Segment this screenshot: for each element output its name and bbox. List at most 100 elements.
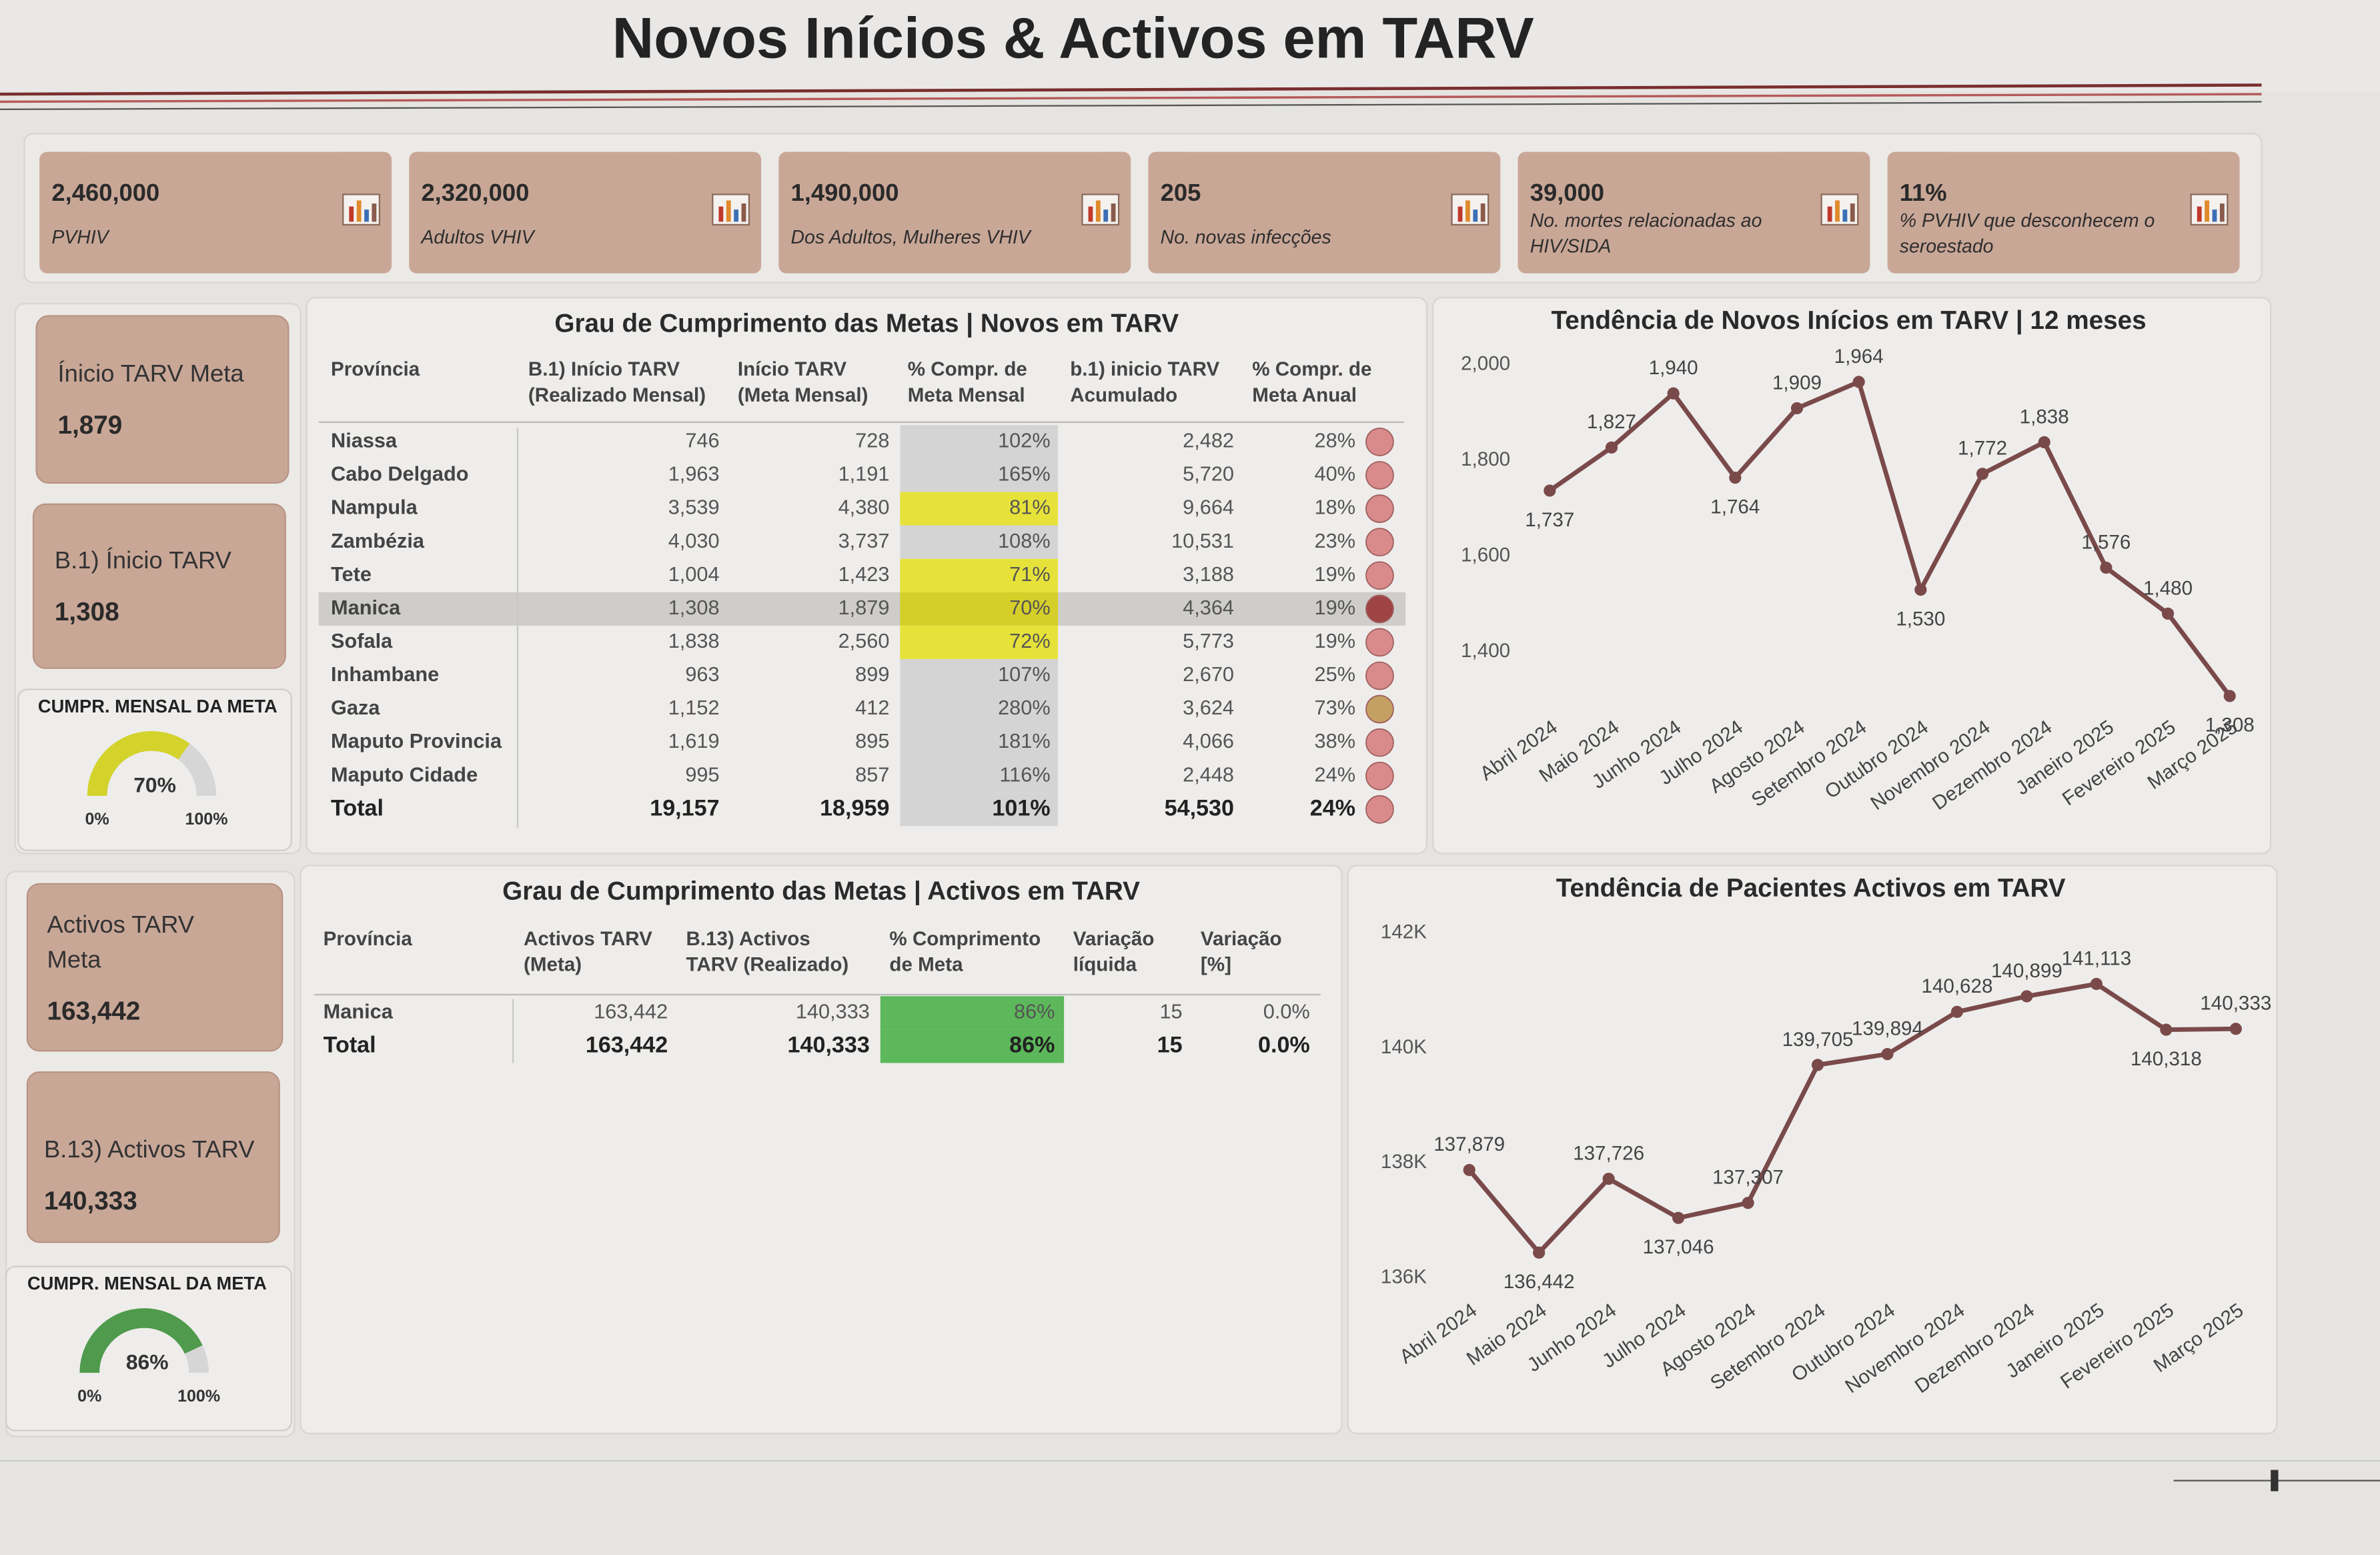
column-header: (Realizado Mensal) — [528, 384, 706, 406]
cell: 3,624 — [1183, 696, 1234, 719]
metric-card — [32, 503, 286, 669]
chart-icon-bar — [1850, 203, 1855, 222]
cell: 24% — [1315, 762, 1355, 786]
data-label: 139,894 — [1852, 1017, 1923, 1039]
cell: 165% — [998, 462, 1051, 486]
column-header: % Comprimento — [889, 928, 1041, 950]
chart-icon-bar — [1103, 209, 1109, 222]
page-title: Novos Inícios & Activos em TARV — [612, 7, 1534, 71]
chart-icon-bar — [734, 209, 739, 222]
chart-icon-bar — [1827, 206, 1832, 222]
cell: 2,670 — [1183, 662, 1234, 686]
cell: 108% — [998, 529, 1051, 552]
cell: 54,530 — [1165, 795, 1234, 821]
slider-handle[interactable] — [2271, 1470, 2279, 1492]
data-point — [1729, 471, 1742, 484]
data-label: 1,737 — [1525, 509, 1574, 531]
cell: 40% — [1315, 462, 1355, 486]
cell: 280% — [998, 696, 1051, 719]
cell: 19,157 — [650, 795, 719, 821]
column-header: de Meta — [889, 954, 963, 976]
data-label: 1,909 — [1772, 372, 1822, 394]
cell: 3,737 — [838, 529, 890, 552]
cell: 1,879 — [838, 596, 890, 619]
cell: 1,963 — [668, 462, 720, 486]
row-label: Manica — [331, 596, 401, 619]
y-tick-label: 142K — [1381, 921, 1427, 943]
cell: 1,004 — [668, 562, 720, 586]
data-point — [1790, 402, 1804, 415]
highlight-cell — [880, 996, 1065, 1030]
cell: 995 — [685, 762, 719, 786]
data-point — [1811, 1059, 1824, 1071]
data-label: 140,899 — [1991, 960, 2062, 982]
column-header: (Meta) — [524, 954, 582, 976]
gauge-value — [87, 731, 190, 797]
cell: 102% — [998, 429, 1051, 452]
highlight-cell — [900, 458, 1059, 492]
metric-card — [35, 315, 289, 484]
highlight-cell — [900, 592, 1059, 626]
cell: 1,308 — [668, 596, 720, 619]
row-label: Tete — [331, 562, 372, 586]
cell: 1,152 — [668, 696, 720, 719]
data-label: 137,879 — [1433, 1133, 1505, 1155]
data-label: 1,764 — [1710, 496, 1760, 518]
chart-panel — [1347, 865, 2278, 1435]
cell: 19% — [1315, 596, 1355, 619]
data-point — [1533, 1246, 1546, 1259]
title-rule — [0, 101, 2262, 111]
card-value: 1,308 — [55, 598, 119, 626]
kpi-label: HIV/SIDA — [1530, 236, 1612, 257]
kpi-card — [1887, 151, 2240, 274]
status-dot — [1365, 728, 1394, 757]
cell: 746 — [685, 429, 719, 452]
cell: 3,539 — [668, 496, 720, 519]
kpi-card — [1148, 151, 1501, 274]
cell: 163,442 — [594, 999, 668, 1023]
table-panel — [300, 865, 1343, 1435]
chart-title: Tendência de Pacientes Activos em TARV — [1556, 874, 2066, 903]
y-tick-label: 1,400 — [1461, 640, 1510, 662]
y-tick-label: 136K — [1381, 1266, 1427, 1288]
chart-icon-bar — [726, 200, 731, 222]
gauge-value — [79, 1308, 203, 1374]
cell: 72% — [1009, 629, 1050, 652]
gauge-card — [5, 1265, 293, 1432]
data-point — [2229, 1023, 2242, 1035]
status-dot — [1365, 461, 1394, 490]
data-label: 140,318 — [2131, 1048, 2202, 1070]
data-point — [2223, 690, 2236, 702]
cell: 10,531 — [1171, 529, 1234, 552]
data-label: 139,705 — [1782, 1029, 1854, 1051]
row-label: Total — [331, 795, 384, 821]
cell: 857 — [855, 762, 889, 786]
highlight-cell — [900, 793, 1059, 827]
chart-panel — [1431, 297, 2272, 855]
card-title: B.1) Ínicio TARV — [55, 546, 232, 574]
card-title: B.13) Activos TARV — [44, 1135, 255, 1163]
gauge-max: 100% — [177, 1387, 220, 1406]
column-header: Acumulado — [1070, 384, 1177, 406]
kpi-label: No. novas infecções — [1161, 227, 1331, 248]
status-dot — [1365, 594, 1394, 624]
cell: 2,448 — [1183, 762, 1234, 786]
column-header: [%] — [1201, 954, 1231, 976]
chart-icon-bar — [1457, 206, 1463, 222]
cell: 963 — [685, 662, 719, 686]
status-dot — [1365, 428, 1394, 456]
cell: 38% — [1315, 729, 1355, 752]
chart-icon-bar — [1111, 203, 1116, 222]
metric-card — [26, 883, 283, 1052]
chart-icon-bar — [2197, 206, 2202, 222]
cell: 5,720 — [1183, 462, 1234, 486]
cell: 71% — [1009, 562, 1050, 586]
cell: 28% — [1315, 429, 1355, 452]
chart-icon-bar — [372, 203, 377, 222]
highlight-cell — [900, 558, 1059, 592]
gauge-max: 100% — [185, 810, 227, 829]
data-label: 1,827 — [1587, 411, 1636, 433]
column-header: % Compr. de — [908, 358, 1027, 380]
column-header: Meta Mensal — [908, 384, 1025, 406]
